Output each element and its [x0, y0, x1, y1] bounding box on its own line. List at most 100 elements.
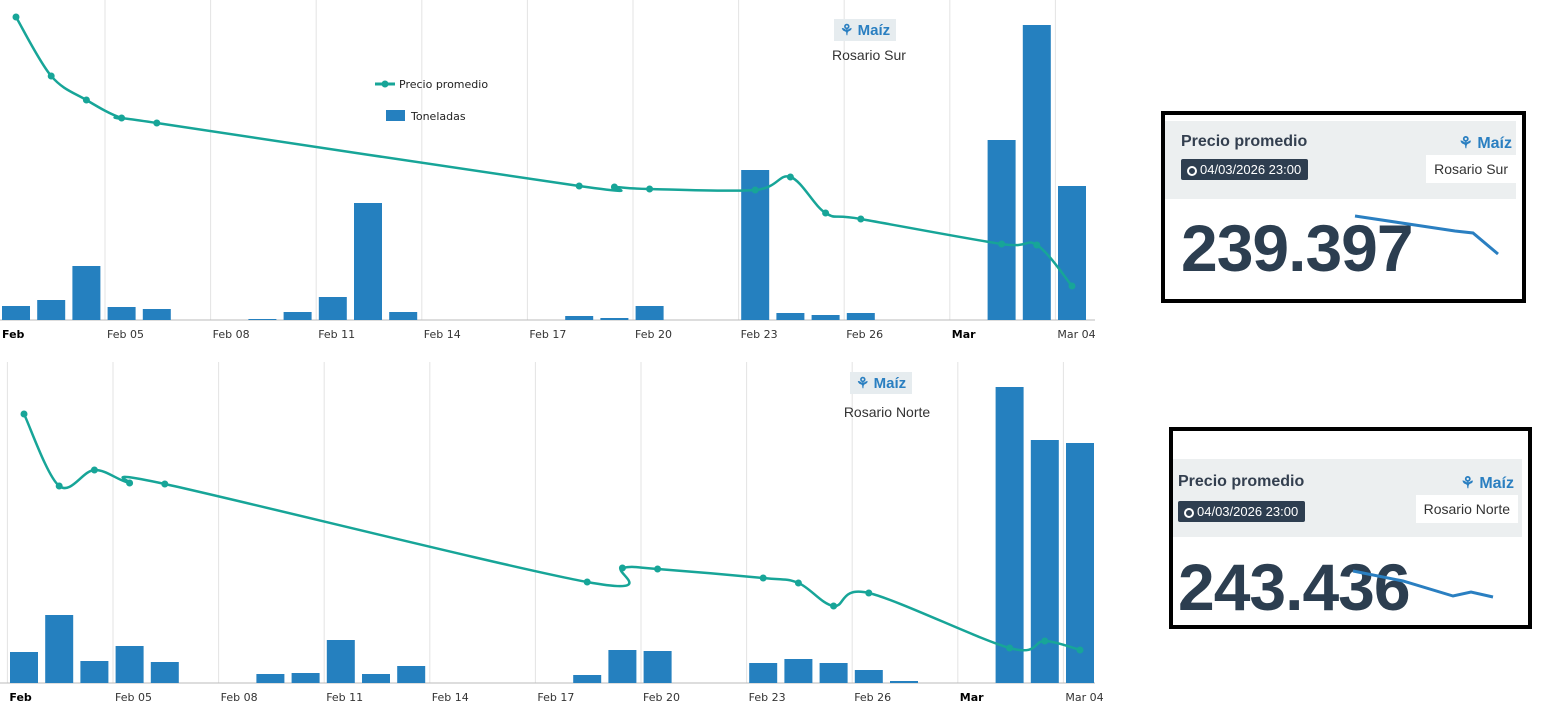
bar-toneladas [643, 651, 672, 683]
legend-price-label: Precio promedio [399, 78, 488, 91]
legend-tons-label: Toneladas [410, 110, 466, 123]
bar-toneladas [72, 266, 101, 320]
card-title: Precio promedio [1178, 473, 1305, 490]
bar-toneladas [354, 203, 382, 320]
price-point [759, 574, 767, 582]
x-tick-label: Feb 17 [529, 328, 566, 341]
price-point [1041, 637, 1049, 645]
legend-price-marker [381, 80, 389, 88]
crop-label: ⚘ Maíz [1460, 475, 1514, 492]
price-value: 243.436 [1178, 550, 1411, 624]
bar-toneladas [150, 662, 179, 683]
bar-toneladas [2, 306, 30, 320]
chart-rosario-norte: Feb Feb 05 Feb 08 Feb 11 Feb 14 Feb 17 Feb 20 F… [0, 362, 1104, 704]
x-tick-label: Feb 11 [326, 691, 363, 704]
price-point [82, 96, 90, 104]
leaf-icon: ⚘ [1460, 475, 1475, 492]
clock-icon [1184, 508, 1194, 518]
price-point [583, 578, 591, 586]
bar-toneladas [565, 316, 594, 320]
price-point [20, 410, 28, 418]
chart-rosario-sur: Feb Feb 05 Feb 08 Feb 11 Feb 14 Feb 17 Feb 20 F… [0, 0, 1096, 341]
bar-toneladas [846, 313, 875, 320]
location-label: Rosario Sur [832, 47, 906, 63]
price-point [786, 173, 794, 181]
bar-toneladas [37, 300, 66, 320]
sparkline [1352, 569, 1494, 599]
leaf-icon: ⚘ [1458, 135, 1473, 152]
card-title: Precio promedio [1181, 133, 1308, 150]
x-tick-label: Feb 17 [537, 691, 574, 704]
price-point [646, 185, 654, 193]
location-label: Rosario Sur [1426, 155, 1516, 183]
price-card-rosario-norte: Precio promedio 04/03/2026 23:00 ⚘ Maíz … [1169, 427, 1532, 629]
location-label: Rosario Norte [1415, 495, 1518, 523]
x-tick-label: Feb 23 [741, 328, 778, 341]
bar-toneladas [256, 674, 285, 683]
x-tick-label: Feb 23 [749, 691, 786, 704]
bar-toneladas [854, 670, 883, 683]
x-tick-label: Feb 05 [107, 328, 144, 341]
bar-toneladas [248, 319, 277, 320]
bar-toneladas [890, 681, 918, 683]
price-point [794, 579, 802, 587]
timestamp-badge: 04/03/2026 23:00 [1178, 501, 1306, 522]
x-tick-label: Mar 04 [1065, 691, 1103, 704]
bar-toneladas [397, 666, 426, 683]
x-tick-label: Mar 04 [1057, 328, 1095, 341]
price-point [610, 183, 618, 191]
price-point [830, 602, 838, 610]
location-label: Rosario Norte [843, 404, 931, 420]
crop-badge: ⚘ Maíz [850, 372, 913, 394]
price-point [998, 240, 1006, 248]
price-point [865, 589, 873, 597]
bar-toneladas [1022, 25, 1051, 320]
bar-toneladas [291, 673, 320, 683]
bar-toneladas [749, 663, 778, 683]
price-point [153, 119, 161, 127]
price-point [161, 480, 169, 488]
x-tick-label: Feb 20 [635, 328, 672, 341]
x-tick-label: Feb [9, 691, 32, 704]
bar-toneladas [45, 615, 74, 683]
bar-toneladas [326, 640, 355, 683]
price-point [618, 564, 626, 572]
bar-toneladas [741, 170, 770, 320]
bar-toneladas [784, 659, 813, 683]
bar-toneladas [107, 307, 136, 320]
bar-toneladas [600, 318, 629, 320]
price-card-rosario-sur: Precio promedio 04/03/2026 23:00 ⚘ Maíz … [1161, 111, 1526, 303]
bar-toneladas [819, 663, 848, 683]
price-point [12, 13, 20, 21]
x-tick-label: Feb 14 [432, 691, 469, 704]
bar-toneladas [80, 661, 109, 683]
price-point [654, 565, 662, 573]
price-line [14, 16, 1073, 287]
bar-toneladas [776, 313, 805, 320]
price-value: 239.397 [1181, 211, 1414, 285]
x-tick-label: Mar [960, 691, 984, 704]
price-point [47, 72, 55, 80]
x-tick-label: Feb 08 [221, 691, 258, 704]
bar-toneladas [362, 674, 390, 683]
timestamp-badge: 04/03/2026 23:00 [1181, 159, 1309, 180]
bar-toneladas [811, 315, 840, 320]
price-point [118, 114, 126, 122]
price-point [126, 479, 134, 487]
clock-icon [1187, 166, 1197, 176]
bar-toneladas [635, 306, 664, 320]
price-point [751, 186, 759, 194]
bar-toneladas [318, 297, 347, 320]
price-point [575, 182, 583, 190]
price-line [22, 413, 1081, 652]
x-tick-label: Feb 14 [424, 328, 461, 341]
price-point [822, 209, 830, 217]
x-tick-label: Feb 08 [213, 328, 250, 341]
bar-toneladas [1058, 186, 1086, 320]
bar-toneladas [142, 309, 171, 320]
leaf-icon: ⚘ [840, 22, 854, 39]
crop-label: ⚘ Maíz [1458, 135, 1512, 152]
bar-toneladas [987, 140, 1016, 320]
x-tick-label: Feb [2, 328, 25, 341]
price-point [55, 482, 63, 490]
